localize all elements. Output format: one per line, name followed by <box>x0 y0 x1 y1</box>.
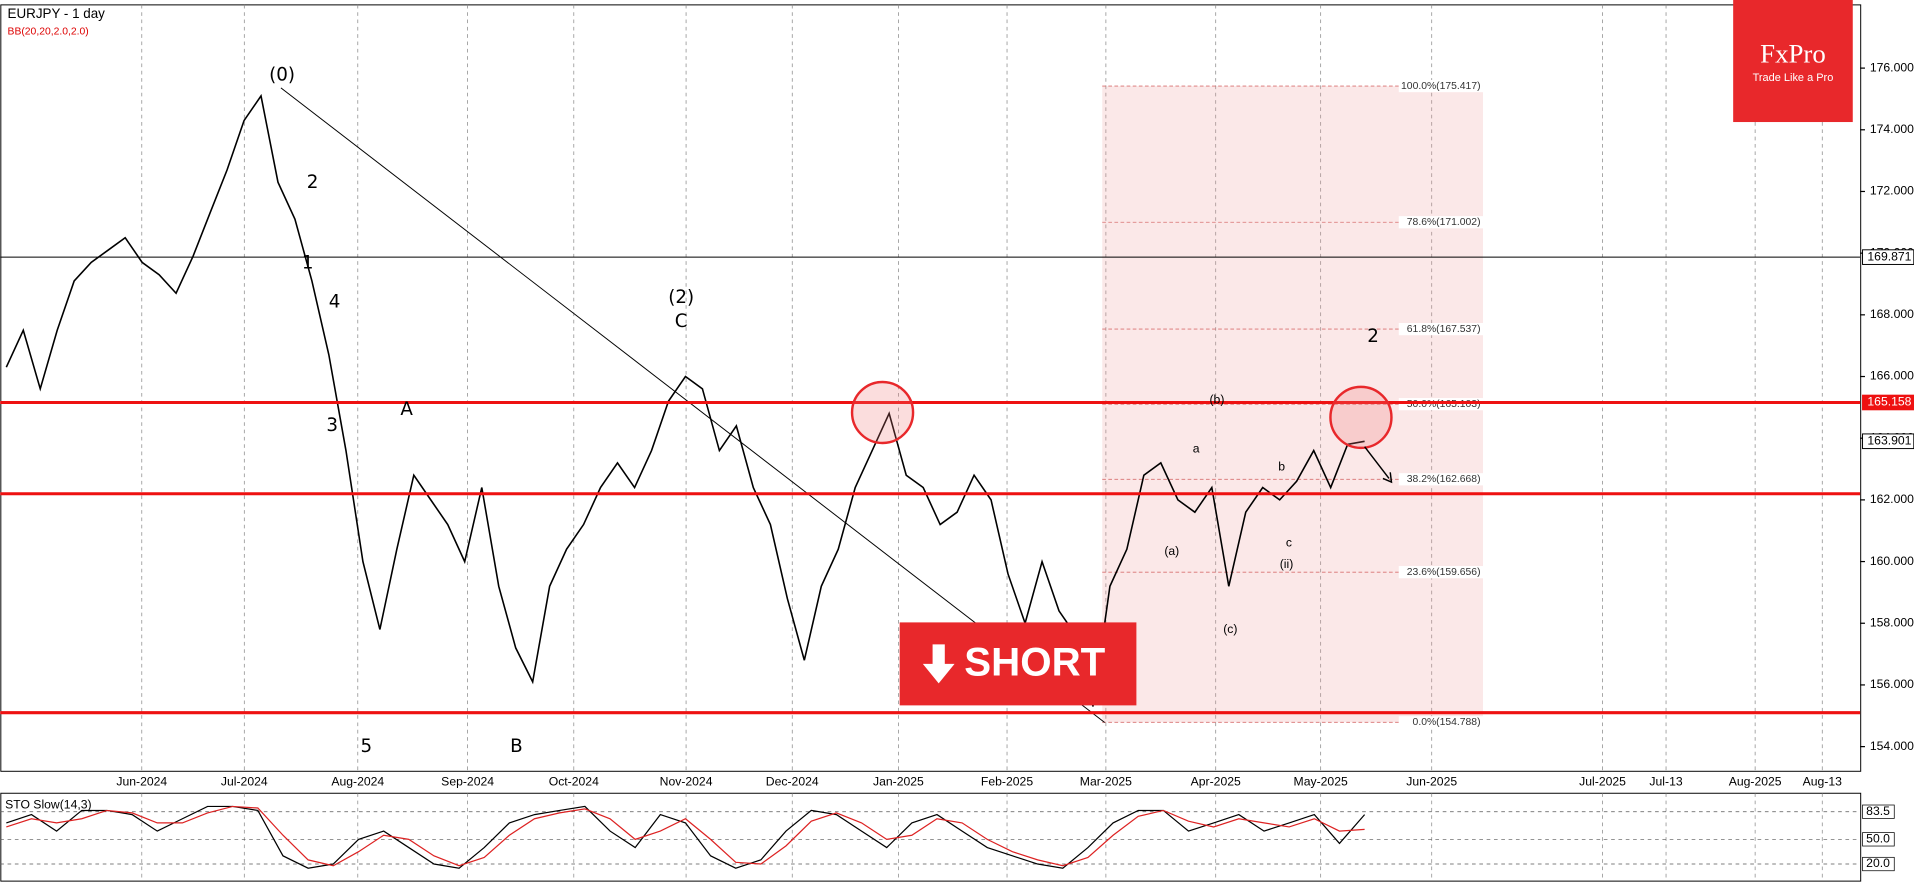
x-tick-label: Jan-2025 <box>873 774 924 788</box>
y-tick-label: 176.000 <box>1870 60 1914 74</box>
logo-tagline: Trade Like a Pro <box>1753 72 1834 84</box>
x-tick-label: Aug-2024 <box>331 774 384 788</box>
wave-label: 1 <box>302 253 314 274</box>
fibonacci-label: 23.6%(159.656) <box>1407 567 1481 578</box>
y-tick-label: 168.000 <box>1870 307 1914 321</box>
x-tick-label: Jun-2024 <box>116 774 167 788</box>
wave-label: 2 <box>307 172 319 193</box>
fibonacci-label-bg <box>1398 323 1483 336</box>
stochastic-panel <box>0 792 1862 882</box>
x-tick-label: Dec-2024 <box>766 774 819 788</box>
x-tick-label: Jun-2025 <box>1406 774 1457 788</box>
fibonacci-label: 100.0%(175.417) <box>1401 81 1480 92</box>
level-label: 165.158 <box>1867 395 1911 409</box>
wave-label: (a) <box>1164 544 1179 558</box>
x-tick-label: May-2025 <box>1294 774 1348 788</box>
x-tick-label: Jul-13 <box>1649 774 1682 788</box>
sto-tick-box <box>1862 804 1895 819</box>
fibonacci-label-bg <box>1398 566 1483 579</box>
logo: FxPro Trade Like a Pro <box>1733 0 1853 123</box>
wave-label: c <box>1286 535 1292 549</box>
y-tick-label: 158.000 <box>1870 615 1914 629</box>
highlight-circle <box>1329 385 1393 450</box>
wave-label: 5 <box>361 736 373 757</box>
x-tick-label: Aug-13 <box>1803 774 1843 788</box>
wave-label: B <box>510 736 523 757</box>
wave-label: (ii) <box>1280 557 1294 571</box>
x-tick-label: Nov-2024 <box>660 774 713 788</box>
y-tick-label: 162.000 <box>1870 492 1914 506</box>
fibonacci-label-bg <box>1398 216 1483 229</box>
fibonacci-label: 50.0%(165.103) <box>1407 399 1481 410</box>
x-tick-label: Oct-2024 <box>549 774 599 788</box>
fibonacci-label: 61.8%(167.537) <box>1407 324 1481 335</box>
wave-label: C <box>675 311 688 332</box>
signal-text: SHORT <box>964 640 1105 685</box>
wave-label: (2) <box>668 287 694 308</box>
y-tick-label: 174.000 <box>1870 122 1914 136</box>
level-label: 169.871 <box>1867 249 1911 263</box>
short-signal: SHORT <box>899 622 1137 706</box>
wave-label: 4 <box>329 292 341 313</box>
fibonacci-label: 78.6%(171.002) <box>1407 217 1481 228</box>
sto-tick-label: 20.0 <box>1866 856 1890 870</box>
logo-name: FxPro <box>1760 38 1826 68</box>
fibonacci-label-bg <box>1398 79 1483 93</box>
wave-label: 3 <box>326 415 338 436</box>
x-tick-label: Jul-2024 <box>221 774 268 788</box>
sto-tick-label: 50.0 <box>1866 832 1890 846</box>
trend-line <box>280 87 1105 723</box>
price-chart: Jun-2024 Jul-2024 Aug-2024 Sep-2024 Oct-2024… <box>0 4 1914 882</box>
highlight-circle <box>850 380 915 445</box>
sto-tick-label: 83.5 <box>1866 804 1890 818</box>
wave-label: (0) <box>269 65 295 86</box>
y-tick-label: 172.000 <box>1870 184 1914 198</box>
x-tick-label: Apr-2025 <box>1191 774 1241 788</box>
sto-tick-box <box>1862 832 1895 847</box>
fibonacci-label-bg <box>1398 473 1483 486</box>
sto-tick-box <box>1862 856 1895 872</box>
stochastic-title: STO Slow(14,3) <box>5 798 91 812</box>
fibonacci-label-bg <box>1398 716 1483 729</box>
fibonacci-label: 38.2%(162.668) <box>1407 474 1481 485</box>
x-tick-label: Aug-2025 <box>1729 774 1782 788</box>
wave-label: (c) <box>1223 622 1237 636</box>
fibonacci-label: 0.0%(154.788) <box>1413 717 1481 728</box>
y-tick-label: 166.000 <box>1870 369 1914 383</box>
x-tick-label: Feb-2025 <box>981 774 1033 788</box>
price-line <box>5 93 1365 707</box>
price-line <box>6 805 1365 867</box>
x-tick-label: Jul-2025 <box>1579 774 1626 788</box>
wave-label: 2 <box>1367 326 1379 347</box>
y-tick-label: 160.000 <box>1870 554 1914 568</box>
price-label: 163.901 <box>1867 433 1911 447</box>
x-tick-label: Sep-2024 <box>441 774 494 788</box>
x-tick-label: Mar-2025 <box>1080 774 1132 788</box>
projection-arrow <box>1364 446 1393 484</box>
chart-subtitle: BB(20,20,2.0,2.0) <box>8 26 89 37</box>
chart-title: EURJPY - 1 day <box>8 6 106 21</box>
y-tick-label: 156.000 <box>1870 677 1914 691</box>
wave-label: b <box>1278 460 1285 474</box>
wave-label: (b) <box>1209 393 1224 407</box>
main-panel <box>0 4 1862 772</box>
wave-label: a <box>1193 441 1200 455</box>
logo-box <box>1733 0 1853 123</box>
down-arrow <box>922 644 955 684</box>
y-tick-label: 154.000 <box>1870 739 1914 753</box>
wave-label: A <box>400 399 413 420</box>
